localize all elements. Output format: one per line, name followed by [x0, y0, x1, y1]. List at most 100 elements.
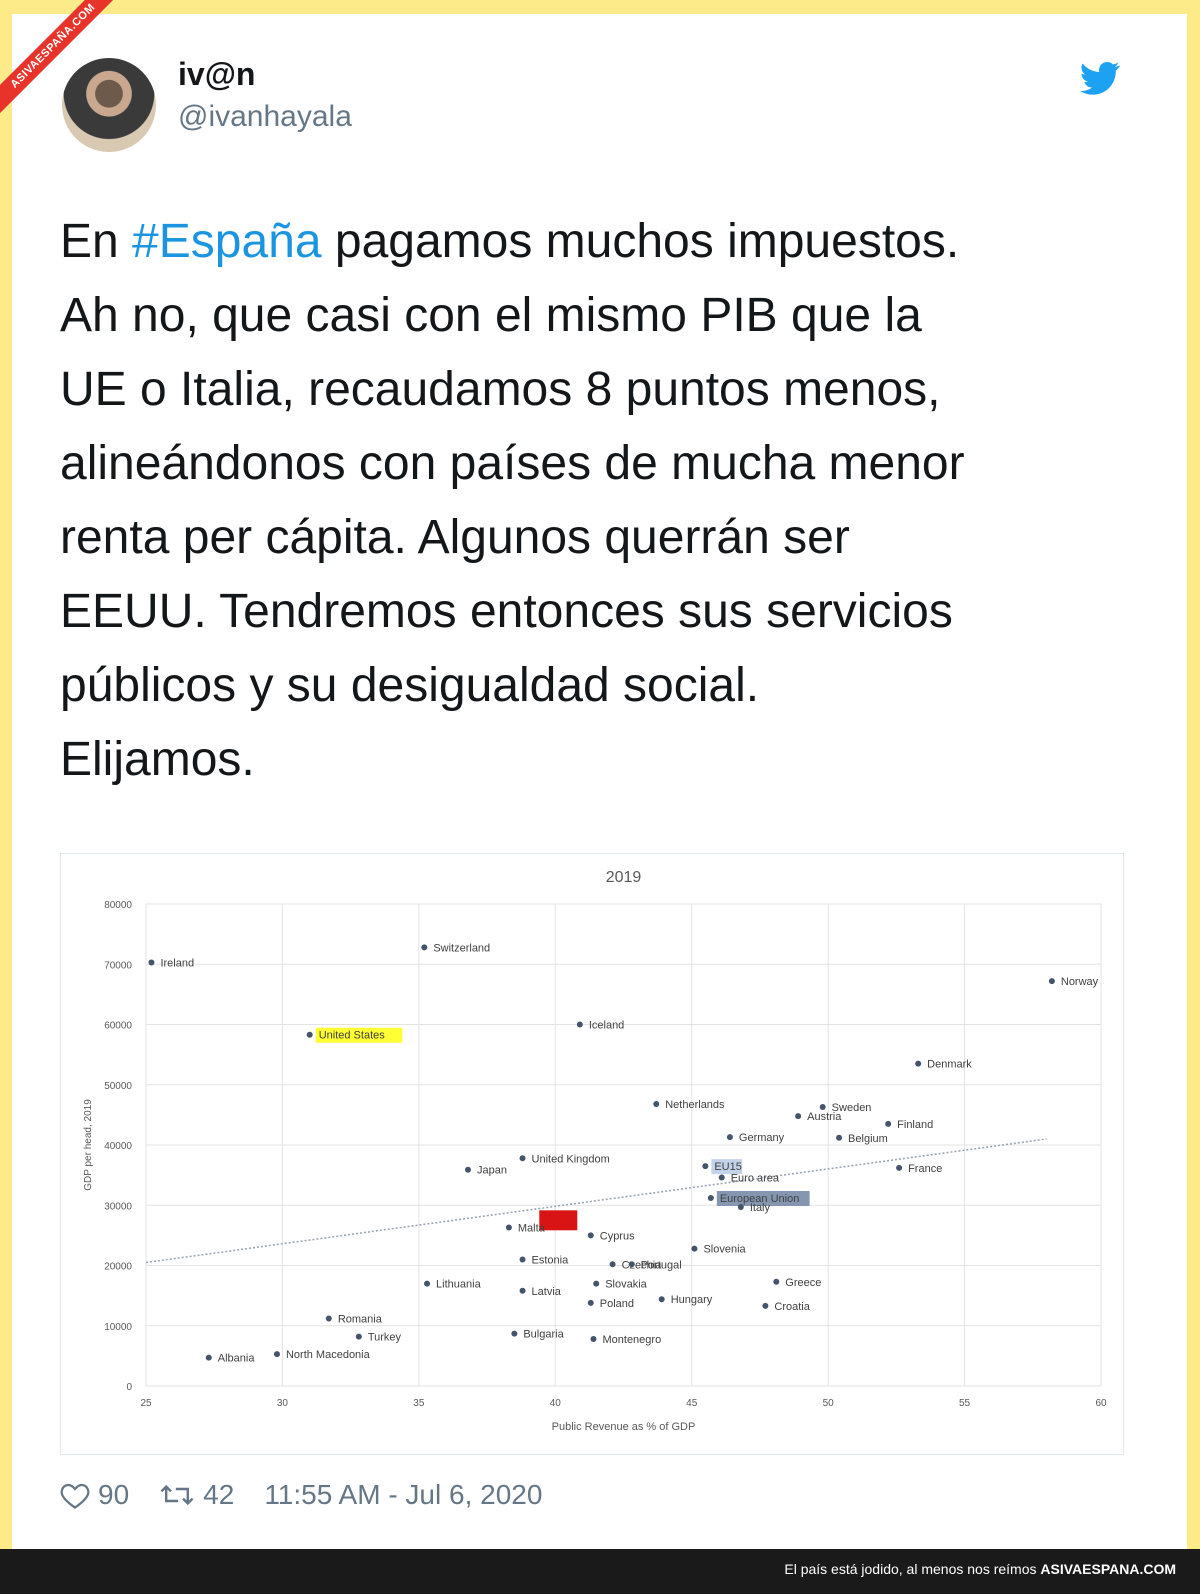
data-label: Switzerland [433, 942, 490, 954]
hashtag-link[interactable]: #España [132, 215, 322, 268]
data-point [609, 1261, 616, 1268]
data-point [464, 1166, 471, 1173]
x-tick-label: 25 [140, 1398, 152, 1409]
data-label: Albania [218, 1353, 256, 1365]
x-tick-label: 30 [277, 1398, 289, 1409]
y-tick-label: 0 [126, 1382, 132, 1393]
like-button[interactable]: 90 [60, 1479, 129, 1511]
data-label: Greece [785, 1277, 821, 1289]
data-point [726, 1134, 733, 1141]
x-tick-label: 45 [686, 1398, 698, 1409]
scatter-chart: 2019 25 30 35 40 45 50 55 60 0 10000 20000 30000 4000… [83, 869, 1107, 1433]
y-tick-label: 50000 [104, 1081, 132, 1092]
data-point [915, 1060, 922, 1067]
x-axis-label: Public Revenue as % of GDP [552, 1421, 696, 1433]
slogan-text: El país está jodido, al menos nos reímos [784, 1561, 1037, 1577]
data-label: Estonia [532, 1254, 570, 1266]
data-label: Norway [1061, 976, 1099, 988]
data-point [737, 1204, 744, 1211]
tweet-text: En #España pagamos muchos impuestos. Ah … [60, 205, 1150, 797]
y-tick-label: 60000 [104, 1021, 132, 1032]
y-tick-label: 10000 [104, 1322, 132, 1333]
data-label: North Macedonia [286, 1349, 371, 1361]
y-tick-label: 30000 [104, 1201, 132, 1212]
x-tick-label: 40 [550, 1398, 562, 1409]
data-point [325, 1315, 332, 1322]
data-point [819, 1104, 826, 1111]
data-point [795, 1113, 802, 1120]
data-label: Denmark [927, 1059, 972, 1071]
label-highlight [716, 1191, 810, 1207]
data-label: France [908, 1163, 942, 1175]
tweet-line: Ah no, que casi con el mismo PIB que la [60, 289, 922, 342]
data-point [421, 944, 428, 951]
data-point [762, 1302, 769, 1309]
x-tick-label: 35 [413, 1398, 425, 1409]
data-label: Sweden [832, 1102, 872, 1114]
data-point [519, 1256, 526, 1263]
data-label: Slovenia [703, 1244, 746, 1256]
data-point [691, 1245, 698, 1252]
data-label: Germany [739, 1132, 785, 1144]
data-point [148, 959, 155, 966]
y-tick-label: 20000 [104, 1262, 132, 1273]
data-point [306, 1031, 313, 1038]
tweet-line: públicos y su desigualdad social. [60, 659, 760, 712]
x-tick-label: 55 [959, 1398, 971, 1409]
y-axis-label: GDP per head, 2019 [83, 1099, 94, 1191]
data-point [576, 1021, 583, 1028]
data-label: Lithuania [436, 1279, 482, 1291]
twitter-bird-icon[interactable] [1078, 58, 1122, 98]
retweet-count: 42 [203, 1479, 235, 1510]
heart-icon [60, 1483, 90, 1509]
data-label: Turkey [368, 1332, 402, 1344]
retweet-button[interactable]: 42 [159, 1479, 234, 1511]
data-label: Portugal [641, 1259, 682, 1271]
x-tick-label: 50 [823, 1398, 835, 1409]
data-label: Italy [750, 1202, 771, 1214]
tweet-text-segment: pagamos muchos impuestos. [321, 215, 960, 268]
data-label: Ireland [160, 957, 194, 969]
data-label: Euro area [731, 1173, 780, 1185]
tweet-line: Elijamos. [60, 733, 255, 786]
data-point [593, 1280, 600, 1287]
data-label: EU15 [714, 1161, 742, 1173]
data-label: Bulgaria [523, 1329, 564, 1341]
tweet-line: EEUU. Tendremos entonces sus servicios [60, 585, 953, 638]
tweet-footer: 90 42 11:55 AM - Jul 6, 2020 [60, 1475, 542, 1515]
label-highlight [315, 1027, 403, 1043]
chart-title: 2019 [606, 869, 642, 886]
data-label: Romania [338, 1314, 383, 1326]
data-point [511, 1330, 518, 1337]
data-label: Finland [897, 1119, 933, 1131]
label-highlight [711, 1159, 743, 1175]
user-handle[interactable]: @ivanhayala [178, 100, 352, 133]
data-label: Japan [477, 1165, 507, 1177]
tweet-timestamp[interactable]: 11:55 AM - Jul 6, 2020 [264, 1479, 543, 1510]
data-label: United States [319, 1030, 386, 1042]
avatar[interactable] [62, 58, 156, 152]
data-point [587, 1232, 594, 1239]
x-tick-label: 60 [1095, 1398, 1107, 1409]
data-point [273, 1351, 280, 1358]
data-label: Netherlands [665, 1099, 725, 1111]
tweet-line: UE o Italia, recaudamos 8 puntos menos, [60, 363, 941, 416]
tweet-line: renta per cápita. Algunos querrán ser [60, 511, 850, 564]
display-name[interactable]: iv@n [178, 56, 256, 92]
data-point [519, 1155, 526, 1162]
data-point [773, 1278, 780, 1285]
data-point [896, 1164, 903, 1171]
data-label: Slovakia [605, 1279, 647, 1291]
data-label: Iceland [589, 1020, 624, 1032]
data-label: Montenegro [602, 1334, 661, 1346]
data-point [718, 1174, 725, 1181]
trendline [145, 1138, 1047, 1264]
tweet-line: En #España pagamos muchos impuestos. [60, 205, 1150, 279]
site-name[interactable]: ASIVAESPANA.COM [1040, 1561, 1176, 1577]
data-point [205, 1354, 212, 1361]
y-tick-label: 40000 [104, 1141, 132, 1152]
data-label: Austria [807, 1111, 842, 1123]
tweet-image-chart[interactable]: 2019 25 30 35 40 45 50 55 60 0 10000 20000 30000 4000… [60, 853, 1124, 1455]
data-point [885, 1120, 892, 1127]
data-label: Cyprus [600, 1230, 635, 1242]
